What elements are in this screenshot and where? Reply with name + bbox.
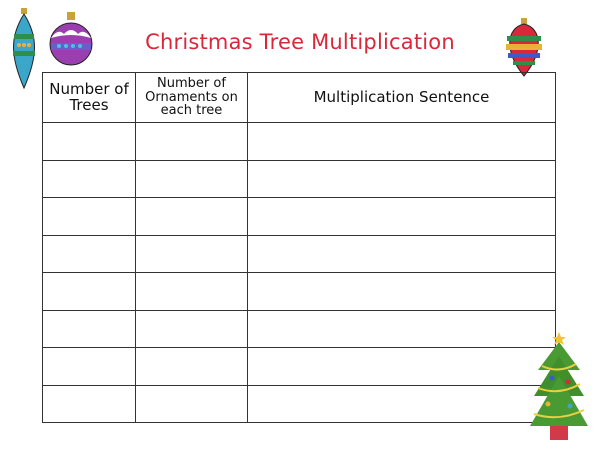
cell-number-of-trees[interactable] [42,384,136,423]
header-ornaments-per-tree: Number of Ornaments on each tree [135,72,248,123]
cell-number-of-trees[interactable] [42,122,136,161]
cell-multiplication-sentence[interactable] [247,234,556,273]
cell-multiplication-sentence[interactable] [247,272,556,311]
cell-number-of-trees[interactable] [42,309,136,348]
header-number-of-trees: Number of Trees [42,72,136,123]
cell-ornaments-per-tree[interactable] [135,197,248,236]
cell-ornaments-per-tree[interactable] [135,122,248,161]
cell-multiplication-sentence[interactable] [247,122,556,161]
cell-multiplication-sentence[interactable] [247,309,556,348]
table-row [42,272,556,311]
cell-multiplication-sentence[interactable] [247,159,556,198]
cell-number-of-trees[interactable] [42,347,136,386]
table-row [42,159,556,198]
page-title: Christmas Tree Multiplication [145,30,455,54]
cell-multiplication-sentence[interactable] [247,384,556,423]
cell-ornaments-per-tree[interactable] [135,384,248,423]
cell-number-of-trees[interactable] [42,272,136,311]
cell-ornaments-per-tree[interactable] [135,234,248,273]
table-row [42,384,556,423]
header-row: Number of Trees Number of Ornaments on e… [42,72,556,123]
header-multiplication-sentence: Multiplication Sentence [247,72,556,123]
cell-number-of-trees[interactable] [42,197,136,236]
ornament-teardrop-icon [13,8,35,90]
table-row [42,197,556,236]
christmas-tree-icon [530,332,588,440]
table-row [42,122,556,161]
cell-ornaments-per-tree[interactable] [135,159,248,198]
ornament-round-purple-icon [49,12,93,66]
cell-ornaments-per-tree[interactable] [135,272,248,311]
table-row [42,309,556,348]
cell-ornaments-per-tree[interactable] [135,347,248,386]
worksheet-table: Number of Trees Number of Ornaments on e… [42,72,556,423]
cell-number-of-trees[interactable] [42,159,136,198]
table-row [42,347,556,386]
cell-ornaments-per-tree[interactable] [135,309,248,348]
cell-multiplication-sentence[interactable] [247,347,556,386]
cell-number-of-trees[interactable] [42,234,136,273]
cell-multiplication-sentence[interactable] [247,197,556,236]
table-row [42,234,556,273]
